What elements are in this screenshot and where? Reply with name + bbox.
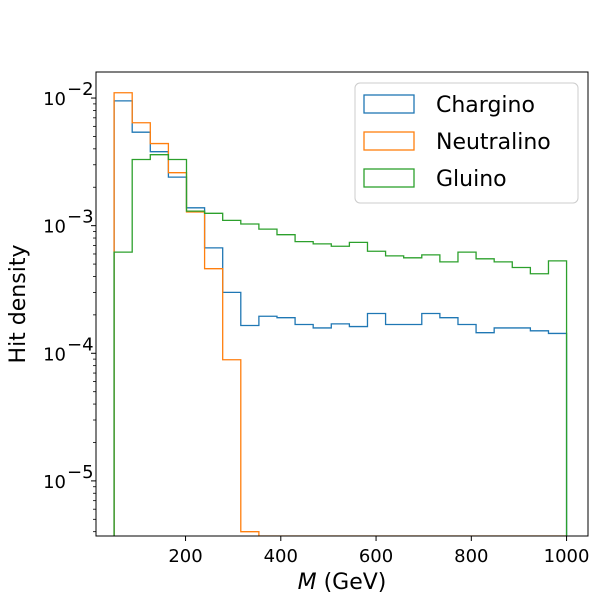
- series-neutralino-histogram: [113, 92, 567, 536]
- y-tick-exponent: −2: [67, 79, 94, 100]
- y-tick-exponent: −4: [67, 334, 94, 355]
- y-axis: 10−210−310−410−5: [43, 79, 96, 533]
- y-tick-label: 10: [43, 217, 66, 238]
- x-tick-label: 1000: [544, 546, 590, 567]
- y-tick-label: 10: [43, 344, 66, 365]
- legend-label-gluino: Gluino: [436, 167, 507, 192]
- legend-label-chargino: Chargino: [436, 93, 535, 118]
- x-tick-label: 400: [264, 546, 298, 567]
- y-tick-label: 10: [43, 89, 66, 110]
- y-tick-exponent: −3: [67, 207, 94, 228]
- x-axis: 200 400 600 800 1000: [168, 536, 589, 567]
- x-axis-label: M (GeV): [298, 570, 387, 595]
- x-tick-label: 800: [454, 546, 488, 567]
- x-tick-label: 200: [168, 546, 202, 567]
- series-layer: [113, 92, 568, 536]
- plot-frame: [95, 71, 589, 537]
- y-tick-exponent: −5: [67, 462, 94, 483]
- series-gluino-histogram: [113, 154, 568, 536]
- legend-label-neutralino: Neutralino: [436, 130, 551, 155]
- legend-swatch-neutralino: [363, 131, 415, 151]
- y-tick-label: 10: [43, 472, 66, 493]
- legend-swatch-chargino: [363, 94, 415, 114]
- legend-swatch-gluino: [363, 168, 415, 188]
- y-axis-label: Hit density: [6, 245, 31, 364]
- legend: Chargino Neutralino Gluino: [354, 82, 579, 204]
- x-tick-label: 600: [359, 546, 393, 567]
